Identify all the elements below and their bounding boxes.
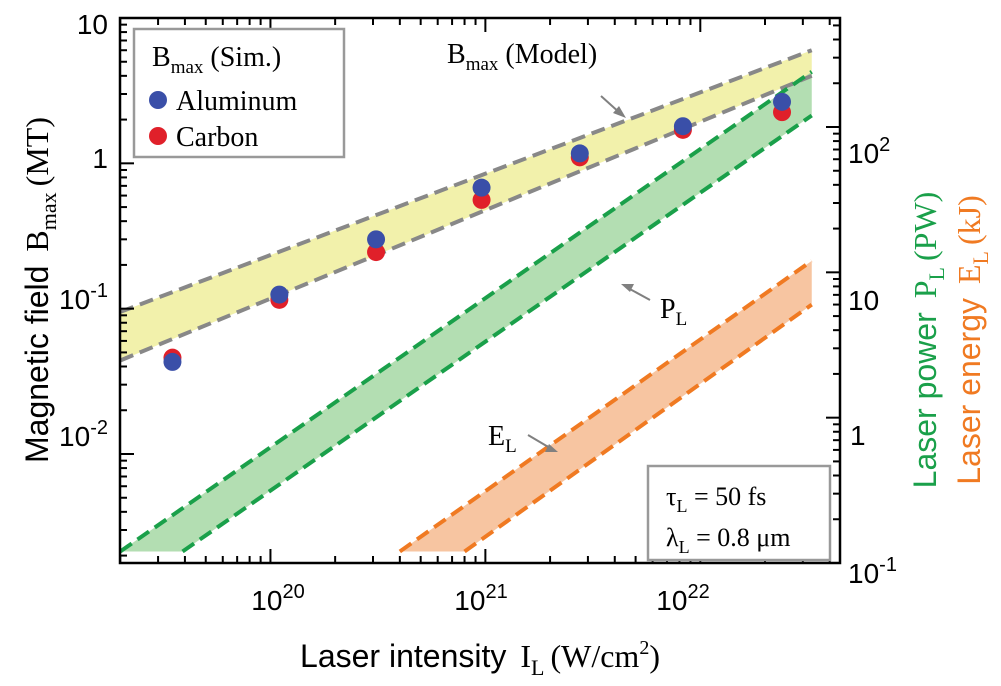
yleft-tick-10: 10 (77, 9, 108, 40)
point-aluminum-6 (773, 92, 792, 111)
point-aluminum-0 (163, 352, 182, 371)
model-arrow-head (613, 106, 626, 118)
yright-tick-100: 102 (848, 134, 890, 169)
parameter-box-frame (646, 464, 832, 562)
yleft-tick-0.1: 10-1 (59, 280, 108, 315)
point-aluminum-4 (570, 144, 589, 163)
right-axis-tick-labels: 102 10 1 10-1 (848, 134, 897, 589)
point-aluminum-1 (270, 285, 289, 304)
power-arrow (627, 287, 651, 301)
legend-title: Bmax (Sim.) (152, 42, 281, 78)
x-tick-1e21: 1021 (454, 581, 507, 616)
power-lower-line (181, 113, 813, 554)
yleft-tick-0.01: 10-2 (59, 417, 108, 452)
energy-lower-line (463, 302, 813, 554)
left-axis-label: Magnetic fieldBmax(MT) (19, 117, 61, 463)
data-points (163, 92, 792, 371)
parameter-box: τL = 50 fs λL = 0.8 μm (646, 464, 832, 562)
point-aluminum-3 (472, 178, 491, 197)
energy-axis-label: Laser energyEL(kJ) (951, 195, 993, 485)
legend-carbon-marker (149, 127, 167, 145)
plot-frame (118, 16, 842, 565)
point-carbon-2 (367, 243, 386, 262)
x-tick-1e22: 1022 (656, 581, 709, 616)
model-upper-line (120, 48, 813, 314)
power-arrow-head (621, 284, 634, 292)
model-annotation: Bmax (Model) (447, 39, 597, 75)
axis-ticks (119, 18, 840, 564)
energy-arrow-head (545, 444, 558, 452)
point-aluminum-5 (673, 117, 692, 136)
power-annotation: PL (660, 294, 687, 330)
yright-tick-0.1: 10-1 (848, 554, 897, 589)
yright-tick-1: 1 (850, 420, 866, 451)
legend-aluminum-marker (149, 91, 167, 109)
legend-aluminum-label: Aluminum (176, 86, 298, 117)
power-axis-label: Laser powerPL(PW) (907, 192, 949, 489)
pulse-duration-text: τL = 50 fs (666, 482, 766, 516)
x-tick-1e20: 1020 (251, 581, 304, 616)
energy-arrow (527, 434, 551, 449)
wavelength-text: λL = 0.8 μm (666, 523, 790, 557)
yleft-tick-1: 1 (92, 143, 108, 174)
legend: Bmax (Sim.) Aluminum Carbon (132, 27, 346, 159)
left-axis-tick-labels: 10 1 10-1 10-2 (59, 9, 108, 452)
x-axis-label: Laser intensity IL (W/cm2) (300, 637, 660, 680)
x-axis-tick-labels: 1020 1021 1022 (251, 581, 709, 616)
energy-annotation: EL (488, 421, 517, 457)
legend-carbon-label: Carbon (176, 122, 258, 153)
energy-upper-line (398, 259, 813, 554)
model-band (120, 50, 812, 361)
legend-box (132, 27, 346, 159)
point-aluminum-2 (367, 230, 386, 249)
yright-tick-10: 10 (848, 285, 879, 316)
power-upper-line (120, 70, 813, 554)
